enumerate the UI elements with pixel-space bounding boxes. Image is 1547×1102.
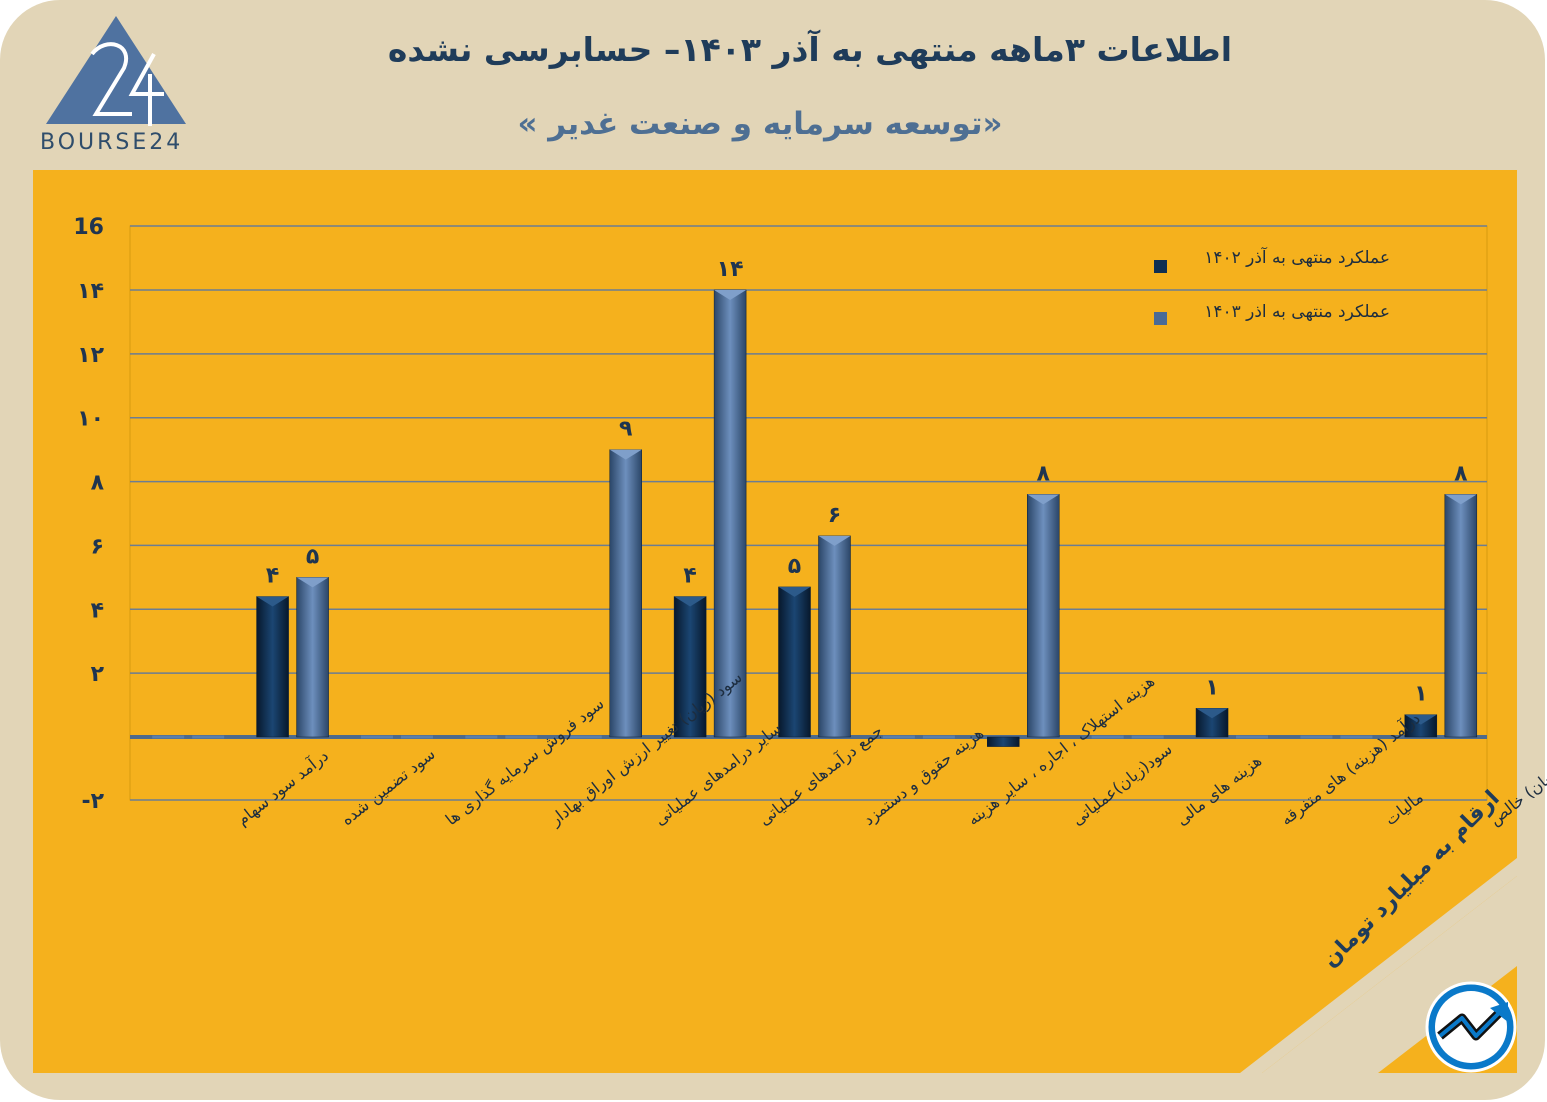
bar-zero: [360, 735, 393, 739]
bourse24-logo: [46, 16, 186, 126]
data-label: ۶: [828, 503, 841, 528]
bar-cap: [1196, 708, 1229, 719]
logo-text: BOURSE24: [40, 130, 184, 155]
legend-swatch-1402: [1154, 260, 1167, 273]
y-tick-label: ۱۴: [77, 279, 104, 304]
bar-cap: [778, 586, 811, 597]
unit-corner-fill: [1262, 876, 1517, 1073]
bar: [673, 596, 707, 738]
bar-zero: [505, 735, 538, 739]
y-tick-label: ۴: [91, 598, 104, 623]
bar: [256, 596, 289, 738]
legend-item-1403: عملکرد منتهی به اذر ۱۴۰۳: [1204, 302, 1390, 322]
bar-zero: [1340, 735, 1373, 739]
y-tick-label: ۶: [91, 534, 104, 559]
bar-zero: [1236, 735, 1269, 739]
bar-cap: [296, 577, 329, 588]
y-tick-label: ۸: [91, 471, 105, 496]
logo-four-stroke: [128, 53, 164, 126]
bar-cap: [674, 596, 707, 607]
bar-cap: [256, 596, 289, 607]
bar-cap: [1027, 494, 1060, 505]
data-label: ۴: [683, 564, 696, 589]
bar-cap: [1444, 494, 1477, 505]
bar-zero: [465, 735, 498, 739]
bar: [609, 449, 642, 738]
data-labels: ۴ ۵ ۹ ۴ ۱۴ ۵ ۶ ۸ ۱ ۱ ۸: [266, 257, 1468, 707]
bar-cap: [818, 535, 851, 546]
bar-zero: [1131, 735, 1164, 739]
legend-swatch-1403: [1154, 312, 1167, 325]
trend-arrow-icon: [1425, 981, 1517, 1073]
bar-zero: [1300, 735, 1333, 739]
legend-label-1402: عملکرد منتهی به آذر ۱۴۰۲: [1204, 248, 1390, 268]
bar: [713, 289, 747, 738]
y-axis-ticks: -۲ ۲ ۴ ۶ ۸ ۱۰ ۱۲ ۱۴ 16: [73, 215, 104, 814]
data-label: ۸: [1454, 461, 1468, 486]
legend-item-1402: عملکرد منتهی به آذر ۱۴۰۲: [1204, 248, 1390, 268]
logo-two-stroke: [90, 42, 132, 116]
data-label: ۵: [788, 554, 801, 579]
data-label: ۱: [1205, 675, 1218, 700]
data-label: ۵: [306, 544, 319, 569]
page-subtitle: «توسعه سرمایه و صنعت غدیر »: [517, 106, 1003, 142]
data-label: ۸: [1037, 461, 1051, 486]
bar: [778, 586, 811, 738]
data-label: ۹: [619, 417, 632, 442]
data-label: ۱: [1414, 682, 1427, 707]
data-label: ۱۴: [717, 257, 744, 282]
bar-zero: [400, 735, 433, 739]
bar-cap: [609, 449, 642, 460]
y-tick-label: ۱۲: [77, 343, 104, 368]
bar-cap: [714, 290, 747, 300]
bar-zero: [1091, 735, 1124, 739]
bar: [987, 736, 1020, 747]
bar-zero: [922, 735, 955, 739]
unit-corner-stripe: [1240, 858, 1517, 1073]
bars: [152, 289, 1478, 747]
y-tick-label: ۲: [91, 662, 105, 687]
legend-label-1403: عملکرد منتهی به اذر ۱۴۰۳: [1204, 302, 1390, 322]
data-label: ۴: [266, 564, 279, 589]
y-tick-label: ۱۰: [77, 407, 104, 432]
bar: [818, 535, 851, 738]
bar-zero: [569, 735, 602, 739]
y-tick-label: -۲: [81, 789, 104, 814]
page-title: اطلاعات ۳ماهه منتهی به آذر ۱۴۰۳– حسابرسی…: [387, 30, 1233, 69]
bar-zero: [192, 735, 225, 739]
bar: [1027, 494, 1060, 738]
bar-zero: [882, 735, 915, 739]
bar: [1444, 494, 1478, 738]
bar-cap: [1404, 714, 1437, 725]
bar-zero: [152, 735, 185, 739]
y-tick-label: 16: [73, 215, 104, 240]
